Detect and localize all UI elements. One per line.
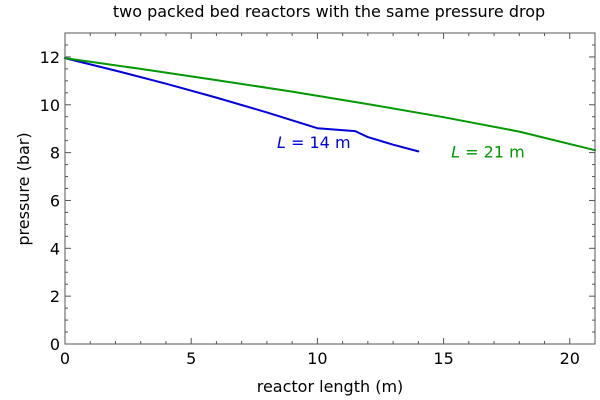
x-tick-label: 10 (307, 349, 327, 368)
annotation-layer: L = 14 m L = 21 m (277, 133, 525, 162)
y-tick-label: 6 (50, 191, 60, 210)
curve-label-1: L = 14 m (277, 133, 351, 152)
y-tick-label: 8 (50, 144, 60, 163)
y-tick-label: 12 (40, 48, 60, 67)
y-tick-label: 2 (50, 287, 60, 306)
series-line-1 (64, 57, 420, 153)
y-tick-label: 0 (50, 335, 60, 354)
y-tick-label: 10 (40, 96, 60, 115)
curve-label-2: L = 21 m (451, 142, 525, 161)
x-tick-label: 20 (560, 349, 580, 368)
x-tick-label: 5 (186, 349, 196, 368)
tick-layer: 0 5 10 15 20 0 2 4 6 8 10 12 (40, 32, 596, 368)
x-tick-label: 0 (60, 349, 70, 368)
x-tick-label: 15 (433, 349, 453, 368)
series-line-2 (64, 57, 596, 152)
y-tick-label: 4 (50, 239, 60, 258)
chart-title: two packed bed reactors with the same pr… (113, 2, 545, 21)
plot-frame (64, 32, 596, 345)
y-axis-label: pressure (bar) (14, 132, 33, 245)
series-layer (64, 57, 596, 153)
x-axis-label: reactor length (m) (257, 377, 404, 396)
